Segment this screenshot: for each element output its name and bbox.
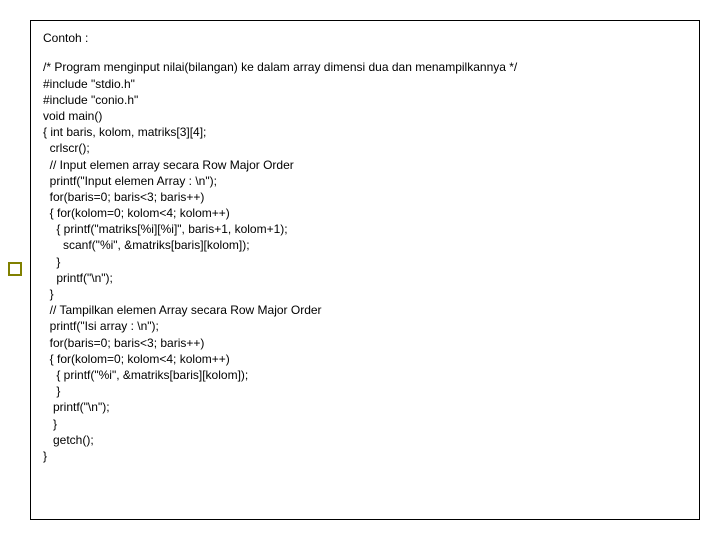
code-block: /* Program menginput nilai(bilangan) ke … xyxy=(43,59,689,464)
code-card: Contoh : /* Program menginput nilai(bila… xyxy=(30,20,700,520)
side-bullet-icon xyxy=(8,262,22,276)
card-title: Contoh : xyxy=(43,31,689,45)
